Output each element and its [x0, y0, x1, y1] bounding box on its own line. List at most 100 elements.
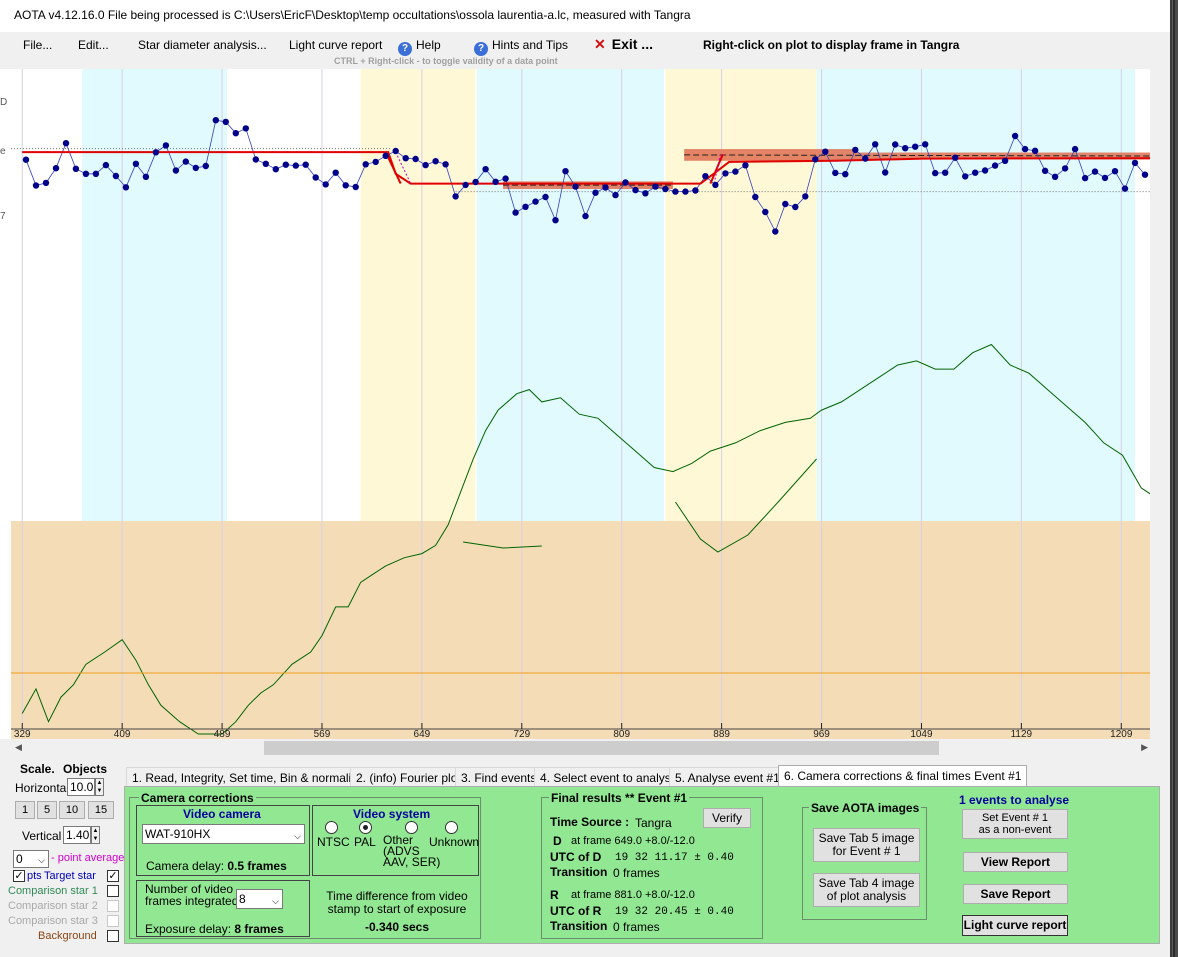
data-point: [542, 193, 549, 201]
scale-button-15[interactable]: 15: [88, 801, 114, 819]
data-point: [612, 191, 619, 199]
menu-help[interactable]: ? Help: [398, 38, 441, 56]
menu-hints[interactable]: ? Hints and Tips: [474, 38, 568, 56]
scale-button-1[interactable]: 1: [15, 801, 35, 819]
tab-camera-corrections[interactable]: 6. Camera corrections & final times Even…: [778, 765, 1028, 786]
x-tick-label: 329: [14, 729, 31, 739]
data-point: [362, 161, 369, 168]
data-point: [792, 203, 799, 211]
data-point: [1121, 185, 1129, 192]
point-average-select[interactable]: 0 ⌵: [13, 850, 49, 868]
vertical-scale-spinner[interactable]: ▲ ▼: [91, 826, 100, 844]
comparison-3-checkbox[interactable]: [107, 915, 119, 927]
radio-other[interactable]: [405, 821, 418, 834]
radio-pal[interactable]: [359, 821, 372, 834]
video-camera-group: [136, 805, 310, 876]
data-point: [422, 161, 429, 169]
data-point: [972, 169, 979, 176]
menu-star-diameter[interactable]: Star diameter analysis...: [138, 38, 267, 52]
horizontal-label: Horizontal: [15, 781, 70, 795]
scale-button-5[interactable]: 5: [37, 801, 57, 819]
data-point: [322, 181, 329, 188]
data-point: [842, 171, 849, 178]
data-point: [372, 158, 379, 166]
scrollbar-thumb[interactable]: [264, 741, 939, 755]
data-point: [132, 160, 140, 167]
vertical-label: Vertical: [22, 829, 62, 843]
ntsc-label: NTSC: [317, 835, 350, 849]
data-point: [902, 145, 909, 152]
data-point: [572, 183, 579, 190]
target-star-checkbox[interactable]: ✓: [107, 870, 119, 882]
save-tab5-image-button[interactable]: Save Tab 5 image for Event # 1: [813, 828, 920, 862]
menu-file[interactable]: File...: [23, 38, 53, 52]
vertical-scale-input[interactable]: 1.40: [63, 826, 91, 844]
data-point: [882, 169, 889, 176]
plot-horizontal-scrollbar[interactable]: ◀ ▶: [11, 739, 1150, 757]
data-point: [702, 173, 709, 180]
camera-delay-value: 0.5 frames: [227, 859, 287, 873]
tab-fourier-plot[interactable]: 2. (info) Fourier plot: [350, 767, 467, 787]
menu-edit[interactable]: Edit...: [78, 38, 109, 52]
camera-corrections-title: Camera corrections: [139, 791, 256, 805]
tab-find-events[interactable]: 3. Find events: [455, 767, 543, 787]
light-curve-plot[interactable]: 329 409 489 569 649 729 809 889 969 1049 1129 1209: [11, 69, 1150, 739]
data-point: [232, 130, 239, 137]
tab-select-event[interactable]: 4. Select event to analyse: [534, 767, 684, 787]
verify-button[interactable]: Verify: [703, 808, 751, 828]
data-point: [42, 179, 50, 187]
frames-integrated-select[interactable]: 8 ⌵: [236, 889, 283, 909]
radio-ntsc[interactable]: [325, 821, 338, 834]
radio-unknown[interactable]: [445, 821, 458, 834]
x-tick-label: 889: [713, 729, 730, 739]
time-difference-label: Time difference from video stamp to star…: [326, 889, 468, 916]
time-difference-value: -0.340 secs: [364, 920, 430, 934]
data-point: [472, 178, 479, 186]
camera-model-select[interactable]: WAT-910HX ⌵: [142, 824, 305, 844]
data-point: [532, 198, 539, 205]
video-camera-title: Video camera: [183, 807, 261, 821]
menu-bar: File... Edit... Star diameter analysis..…: [0, 32, 1170, 68]
data-point: [682, 188, 689, 195]
scroll-left-arrow-icon[interactable]: ◀: [15, 742, 22, 752]
data-point: [452, 193, 459, 200]
light-curve-svg[interactable]: 329 409 489 569 649 729 809 889 969 1049 1129 1209: [11, 69, 1150, 739]
scroll-right-arrow-icon[interactable]: ▶: [1141, 742, 1148, 752]
events-to-analyse-label: 1 events to analyse: [959, 793, 1070, 807]
data-point: [762, 208, 769, 216]
save-tab4-image-button[interactable]: Save Tab 4 image of plot analysis: [813, 873, 920, 907]
data-point: [602, 184, 609, 191]
scale-button-10[interactable]: 10: [59, 801, 85, 819]
menu-exit[interactable]: ✕ Exit ...: [594, 36, 653, 53]
tab-read-integrity[interactable]: 1. Read, Integrity, Set time, Bin & norm…: [126, 767, 370, 787]
set-non-event-button[interactable]: Set Event # 1 as a non-event: [962, 809, 1068, 839]
save-report-button[interactable]: Save Report: [963, 884, 1068, 904]
data-point: [872, 141, 879, 148]
data-point: [192, 164, 199, 172]
data-point: [522, 203, 529, 210]
x-tick-label: 969: [813, 729, 830, 739]
data-point: [1071, 145, 1079, 153]
background-checkbox[interactable]: [107, 930, 119, 942]
cyan-band: [82, 69, 228, 521]
time-source-label: Time Source :: [550, 815, 630, 829]
x-tick-label: 729: [513, 729, 530, 739]
view-report-button[interactable]: View Report: [963, 852, 1068, 872]
data-point: [1111, 168, 1119, 175]
data-point: [1011, 132, 1019, 140]
horizontal-scale-spinner[interactable]: ▲ ▼: [95, 778, 104, 796]
dots-checkbox[interactable]: ✓: [13, 870, 25, 882]
data-point: [22, 156, 30, 163]
comparison-1-checkbox[interactable]: [107, 885, 119, 897]
tab-analyse-event[interactable]: 5. Analyse event #1: [669, 767, 786, 787]
frames-integrated-value: 8: [239, 892, 246, 906]
light-curve-report-button[interactable]: Light curve report: [962, 915, 1068, 936]
menu-light-curve-report[interactable]: Light curve report: [289, 38, 383, 52]
data-point: [162, 142, 170, 149]
pal-label: PAL: [354, 835, 376, 849]
data-point: [512, 209, 519, 216]
horizontal-scale-input[interactable]: 10.0: [67, 778, 95, 796]
comparison-2-checkbox[interactable]: [107, 900, 119, 912]
data-point: [442, 161, 449, 168]
